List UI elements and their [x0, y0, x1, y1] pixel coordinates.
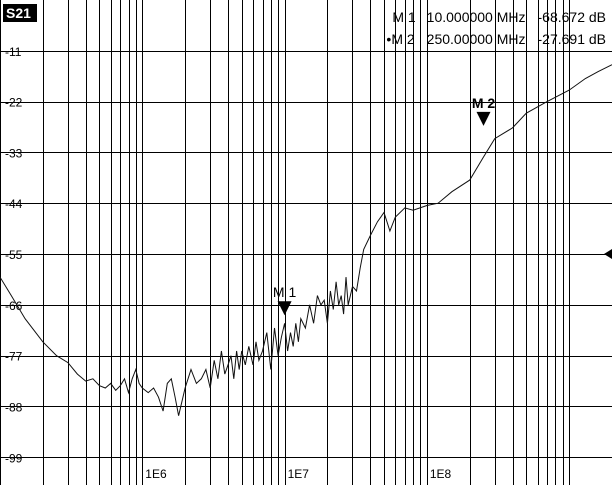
marker-1-label: M 1	[273, 284, 297, 300]
m2-readout-value: -27.691 dB	[538, 31, 607, 47]
y-tick-label: -77	[5, 350, 23, 364]
marker-2-triangle[interactable]	[476, 111, 491, 126]
x-axis-ticks: 1E6 1E7 1E8	[145, 467, 451, 481]
m2-readout-label: M 2	[391, 31, 415, 47]
y-tick-label: -55	[5, 248, 23, 262]
trace-label-bg	[3, 4, 37, 22]
marker-readout: M 1 10.000000 MHz -68.672 dB •M 2 250.00000…	[386, 9, 606, 47]
y-tick-label: -22	[5, 96, 23, 110]
y-tick-label: -66	[5, 299, 23, 313]
y-tick-label: -11	[5, 45, 22, 59]
marker-2-label: M 2	[472, 95, 496, 111]
reference-level-pointer[interactable]	[604, 249, 612, 260]
y-tick-label: -99	[5, 451, 23, 465]
marker-1-triangle[interactable]	[277, 301, 292, 316]
x-tick-label: 1E7	[288, 467, 310, 481]
m1-readout-freq: 10.000000 MHz	[427, 9, 526, 25]
m1-readout-label: M 1	[392, 9, 416, 25]
y-tick-label: -88	[5, 400, 23, 414]
m2-readout-freq: 250.00000 MHz	[427, 31, 526, 47]
x-tick-label: 1E6	[145, 467, 167, 481]
m1-readout-value: -68.672 dB	[538, 9, 607, 25]
trace-label[interactable]: S21	[6, 5, 31, 21]
y-axis-ticks: -11 -22 -33 -44 -55 -66 -77 -88 -99	[5, 45, 23, 465]
y-tick-label: -44	[5, 197, 23, 211]
markers: M 1 M 2	[273, 95, 496, 316]
s21-trace	[0, 64, 612, 416]
m2-readout-prefix: •	[386, 31, 391, 47]
marker-readout-row-2: •M 2 250.00000 MHz -27.691 dB	[386, 31, 606, 47]
marker-readout-row-1: M 1 10.000000 MHz -68.672 dB	[392, 9, 606, 25]
y-tick-label: -33	[5, 146, 23, 160]
x-tick-label: 1E8	[430, 467, 452, 481]
